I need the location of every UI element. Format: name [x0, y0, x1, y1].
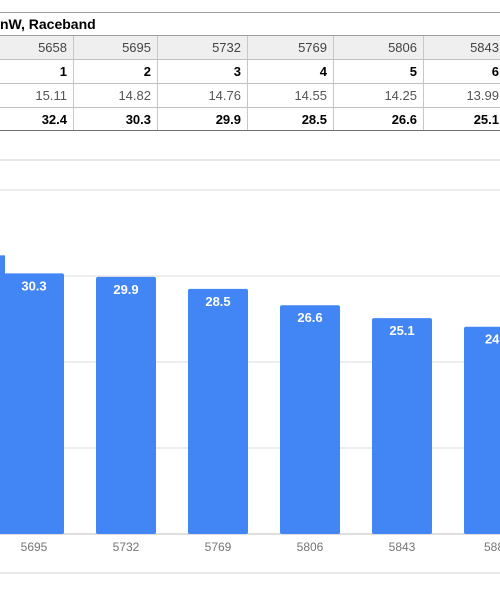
x-tick-label: 5769: [205, 540, 232, 554]
bar[interactable]: [372, 318, 432, 534]
data-table: nW, Raceband 5658 5695 5732 5769 5806 5843 1 2 3…: [0, 12, 500, 131]
table-cell[interactable]: 5658: [0, 36, 74, 59]
bar[interactable]: [188, 288, 248, 534]
table-cell[interactable]: 14.55: [250, 84, 334, 107]
table-cell[interactable]: 28.5: [250, 108, 334, 130]
table-cell[interactable]: 2: [74, 60, 158, 83]
bar-chart-svg: 30.3 5695 29.9 5732 28.5 5769 26.6 5806 25.1 5843…: [0, 159, 500, 574]
table-cell[interactable]: 14.76: [164, 84, 248, 107]
x-tick-label: 5732: [113, 540, 140, 554]
bar-chart[interactable]: 30.3 5695 29.9 5732 28.5 5769 26.6 5806 25.1 5843…: [0, 155, 500, 575]
table-cell[interactable]: 5732: [164, 36, 248, 59]
table-cell[interactable]: 4: [250, 60, 334, 83]
bar[interactable]: [464, 326, 500, 534]
bar-value-label: 30.3: [21, 278, 46, 293]
bar-value-label: 24.: [485, 332, 500, 347]
table-cell[interactable]: 15.11: [0, 84, 74, 107]
bar[interactable]: [280, 305, 340, 534]
table-cell[interactable]: 25.1: [420, 108, 500, 130]
x-tick-label: 5695: [21, 540, 48, 554]
table-title-row[interactable]: nW, Raceband: [0, 12, 500, 36]
bar-partial[interactable]: [0, 255, 5, 535]
table-cell[interactable]: 1: [0, 60, 74, 83]
table-cell[interactable]: 14.25: [340, 84, 424, 107]
table-row-num: 15.11 14.82 14.76 14.55 14.25 13.99: [0, 84, 500, 108]
table-cell[interactable]: 6: [420, 60, 500, 83]
x-tick-label: 5843: [389, 540, 416, 554]
x-tick-label: 588: [484, 540, 500, 554]
table-cell[interactable]: 5843: [420, 36, 500, 59]
table-cell[interactable]: 13.99: [420, 84, 500, 107]
bar-value-label: 26.6: [297, 310, 322, 325]
table-cell[interactable]: 5806: [340, 36, 424, 59]
table-cell[interactable]: 26.6: [340, 108, 424, 130]
table-cell[interactable]: 5769: [250, 36, 334, 59]
table-cell[interactable]: 14.82: [74, 84, 158, 107]
x-tick-label: 5806: [297, 540, 324, 554]
table-cell[interactable]: 5695: [74, 36, 158, 59]
bar-value-label: 25.1: [389, 323, 414, 338]
table-cell[interactable]: 5: [340, 60, 424, 83]
table-row-bold: 32.4 30.3 29.9 28.5 26.6 25.1: [0, 108, 500, 131]
bar-value-label: 28.5: [205, 294, 230, 309]
bar[interactable]: [96, 276, 156, 534]
table-title: nW, Raceband: [0, 16, 96, 32]
table-row-header: 5658 5695 5732 5769 5806 5843: [0, 36, 500, 60]
bar[interactable]: [4, 273, 64, 534]
table-cell[interactable]: 3: [164, 60, 248, 83]
table-cell[interactable]: 32.4: [0, 108, 74, 130]
table-cell[interactable]: 29.9: [164, 108, 248, 130]
table-cell[interactable]: 30.3: [74, 108, 158, 130]
bar-value-label: 29.9: [113, 282, 138, 297]
